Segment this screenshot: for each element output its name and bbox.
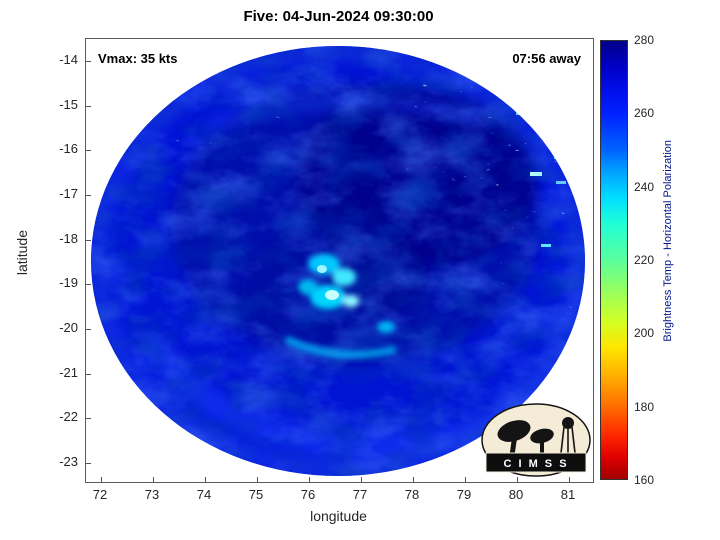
colorbar-tick-label: 260 — [634, 106, 655, 120]
storm-center-convection — [284, 254, 397, 359]
x-tick-label: 80 — [508, 487, 524, 502]
y-tick-label: -15 — [59, 97, 78, 112]
colorbar-axis-label: Brightness Temp - Horizontal Polarizatio… — [662, 140, 674, 342]
cimss-logo: C I M S S — [481, 403, 591, 477]
y-tick-mark — [86, 150, 91, 151]
y-tick-mark — [86, 240, 91, 241]
x-tick-label: 75 — [248, 487, 264, 502]
colorbar-tick-label: 180 — [634, 400, 655, 414]
x-tick-mark — [413, 477, 414, 482]
x-tick-mark — [309, 477, 310, 482]
colorbar-tick-label: 200 — [634, 326, 655, 340]
colorbar-tick-label: 280 — [634, 33, 655, 47]
colorbar — [600, 40, 628, 480]
x-tick-label: 74 — [196, 487, 212, 502]
x-tick-mark — [257, 477, 258, 482]
y-tick-label: -20 — [59, 320, 78, 335]
time-offset-annotation: 07:56 away — [512, 51, 581, 66]
x-tick-label: 73 — [144, 487, 160, 502]
x-tick-mark — [517, 477, 518, 482]
colorbar-tick-label: 160 — [634, 473, 655, 487]
y-axis-label: latitude — [14, 230, 30, 276]
y-tick-mark — [86, 418, 91, 419]
y-tick-label: -18 — [59, 231, 78, 246]
colorbar-tick-label: 240 — [634, 180, 655, 194]
y-tick-mark — [86, 106, 91, 107]
y-tick-label: -17 — [59, 186, 78, 201]
colorbar-tick-label: 220 — [634, 253, 655, 267]
y-tick-label: -14 — [59, 52, 78, 67]
y-tick-mark — [86, 329, 91, 330]
x-tick-label: 78 — [404, 487, 420, 502]
y-tick-mark — [86, 61, 91, 62]
x-tick-label: 81 — [560, 487, 576, 502]
y-tick-mark — [86, 284, 91, 285]
y-tick-label: -16 — [59, 141, 78, 156]
x-tick-label: 76 — [300, 487, 316, 502]
x-tick-label: 77 — [352, 487, 368, 502]
x-tick-mark — [101, 477, 102, 482]
vmax-annotation: Vmax: 35 kts — [98, 51, 178, 66]
x-tick-label: 79 — [456, 487, 472, 502]
x-tick-mark — [465, 477, 466, 482]
cimss-logo-banner — [485, 452, 587, 473]
swath-painting — [91, 46, 585, 476]
x-tick-mark — [205, 477, 206, 482]
x-tick-mark — [361, 477, 362, 482]
y-tick-label: -23 — [59, 454, 78, 469]
plot-area: Vmax: 35 kts 07:56 away — [85, 38, 594, 483]
y-tick-label: -22 — [59, 409, 78, 424]
x-tick-mark — [569, 477, 570, 482]
x-axis-label: longitude — [310, 508, 367, 524]
cimss-logo-text: C I M S S — [503, 458, 568, 470]
y-tick-label: -21 — [59, 365, 78, 380]
y-tick-label: -19 — [59, 275, 78, 290]
x-tick-label: 72 — [92, 487, 108, 502]
satellite-swath-image — [91, 46, 585, 476]
cimss-logo-observatory-art — [497, 417, 576, 454]
y-tick-mark — [86, 463, 91, 464]
y-tick-mark — [86, 374, 91, 375]
x-tick-mark — [153, 477, 154, 482]
figure-title: Five: 04-Jun-2024 09:30:00 — [243, 8, 434, 25]
y-tick-mark — [86, 195, 91, 196]
